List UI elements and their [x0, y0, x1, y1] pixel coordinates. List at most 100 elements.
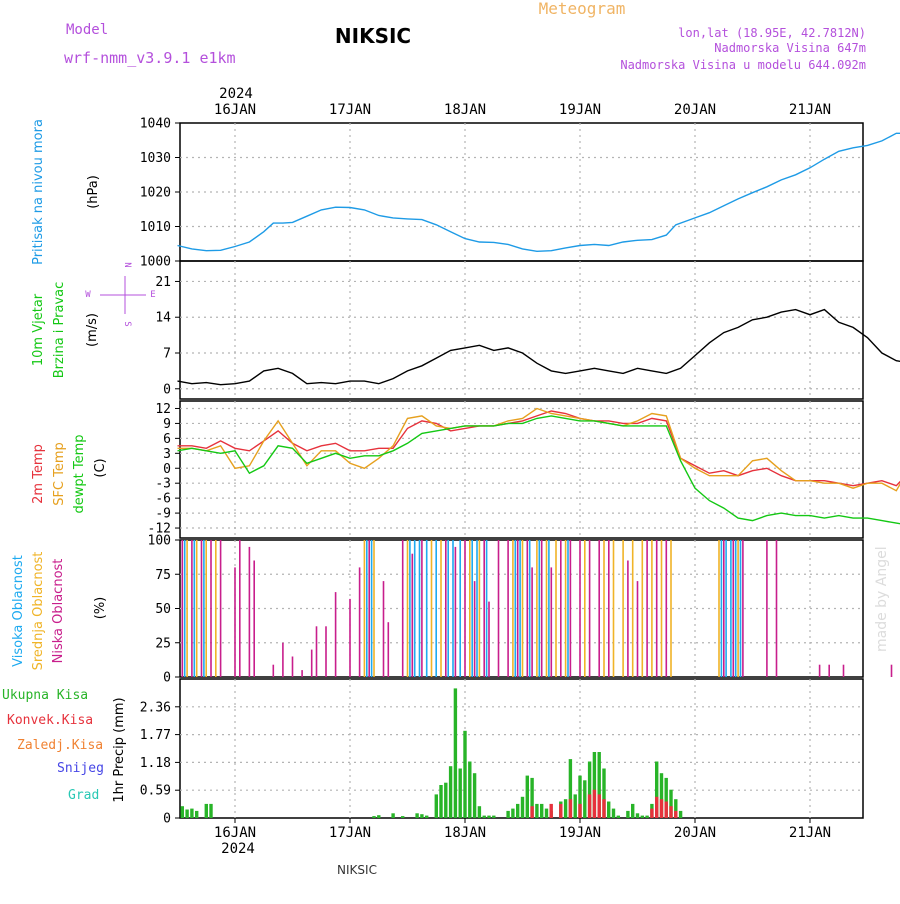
clouds-bar [182, 540, 184, 677]
precip-bar [492, 816, 495, 818]
clouds-bar [201, 540, 203, 677]
cloud-ylabel-low: Niska Oblacnost [51, 559, 66, 664]
precip-bar [521, 797, 524, 818]
clouds-bar [419, 540, 421, 677]
precip-bar [617, 816, 620, 818]
cloud-ylabel-high: Visoka Oblacnost [11, 555, 26, 667]
clouds-bar [282, 643, 284, 677]
temperature-ytick-label: 6 [163, 432, 171, 447]
precip-bar [540, 804, 543, 818]
clouds-ytick-label: 50 [155, 602, 171, 617]
clouds-bar [637, 581, 639, 677]
precip-bar [612, 809, 615, 818]
precip-bar [631, 804, 634, 818]
precip-bar [645, 816, 648, 818]
clouds-bar [531, 567, 533, 677]
clouds-bar [735, 540, 737, 677]
wind-ytick-label: 21 [155, 275, 171, 290]
cloud-ylabel-mid: Srednja Oblacnost [31, 552, 46, 671]
clouds-bar [627, 561, 629, 678]
clouds-bar [828, 665, 830, 677]
clouds-bar [364, 540, 366, 677]
clouds-bar [476, 540, 478, 677]
clouds-bar [371, 540, 373, 677]
clouds-bar [455, 547, 457, 677]
clouds-bar [388, 622, 390, 677]
precip-bar [669, 806, 672, 818]
clouds-bar [656, 540, 658, 677]
clouds-bar [651, 540, 653, 677]
bottom-day-label-19JAN: 19JAN [559, 825, 601, 841]
clouds-bar [565, 540, 567, 677]
precip-bar [602, 799, 605, 818]
clouds-bar [725, 540, 727, 677]
precip-bar [550, 804, 553, 818]
precip-bar [487, 816, 490, 818]
clouds-bar [548, 540, 550, 677]
precip-bar [660, 799, 663, 818]
precip-bar [444, 783, 447, 818]
precip-bar [559, 804, 562, 818]
clouds-bar [474, 581, 476, 677]
precip-bar [578, 804, 581, 818]
clouds-bar [483, 540, 485, 677]
precip-bar [516, 804, 519, 818]
wind-ytick-label: 7 [163, 347, 171, 362]
precip-ytick-label: 2.36 [140, 700, 171, 715]
temperature-ytick-label: 3 [163, 447, 171, 462]
clouds-bar [452, 540, 454, 677]
clouds-bar [546, 540, 548, 677]
top-day-label-16JAN: 16JAN [214, 102, 256, 118]
clouds-bar [598, 540, 600, 677]
clouds-bar [512, 540, 514, 677]
clouds-bar [555, 540, 557, 677]
clouds-bar [721, 540, 723, 677]
clouds-bar [220, 540, 222, 677]
top-day-label-19JAN: 19JAN [559, 102, 601, 118]
clouds-bar [373, 540, 375, 677]
clouds-bar [527, 540, 529, 677]
precip-bar [420, 814, 423, 818]
clouds-bar [349, 599, 351, 677]
clouds-bar [184, 540, 186, 677]
pressure-unit: (hPa) [86, 175, 101, 209]
clouds-bar [205, 540, 207, 677]
model-altitude-info: Nadmorska Visina u modelu 644.092m [620, 58, 866, 72]
clouds-bar [529, 540, 531, 677]
clouds-bar [891, 665, 893, 677]
bottom-year-label: 2024 [221, 841, 255, 857]
bottom-day-label-18JAN: 18JAN [444, 825, 486, 841]
clouds-bar [210, 540, 212, 677]
precip-bar [679, 811, 682, 818]
clouds-bar [359, 567, 361, 677]
clouds-bar [426, 540, 428, 677]
clouds-bar [409, 540, 411, 677]
clouds-bar [536, 540, 538, 677]
clouds-bar [718, 540, 720, 677]
precip-bar [473, 773, 476, 818]
precip-bar [459, 769, 462, 819]
precip-bar [439, 785, 442, 818]
top-day-label-17JAN: 17JAN [329, 102, 371, 118]
precip-ytick-label: 0.59 [140, 784, 171, 799]
clouds-bar [292, 657, 294, 678]
clouds-bar [249, 547, 251, 677]
precip-ytick-label: 1.77 [140, 728, 171, 743]
precip-ytick-label: 1.18 [140, 756, 171, 771]
bottom-day-label-16JAN: 16JAN [214, 825, 256, 841]
clouds-bar [666, 540, 668, 677]
station-title: NIKSIC [335, 24, 411, 48]
watermark: made by Angel [874, 546, 890, 652]
precip-ytick-label: 0 [163, 812, 171, 827]
clouds-bar [613, 540, 615, 677]
pressure-ytick-label: 1020 [140, 186, 171, 201]
precip-bar [665, 802, 668, 819]
precip-bar [391, 813, 394, 818]
wind-ytick-label: 14 [155, 311, 171, 326]
clouds-bar [579, 540, 581, 677]
temperature-ytick-label: -3 [155, 477, 171, 492]
precip-bar [641, 816, 644, 818]
clouds-bar [519, 540, 521, 677]
